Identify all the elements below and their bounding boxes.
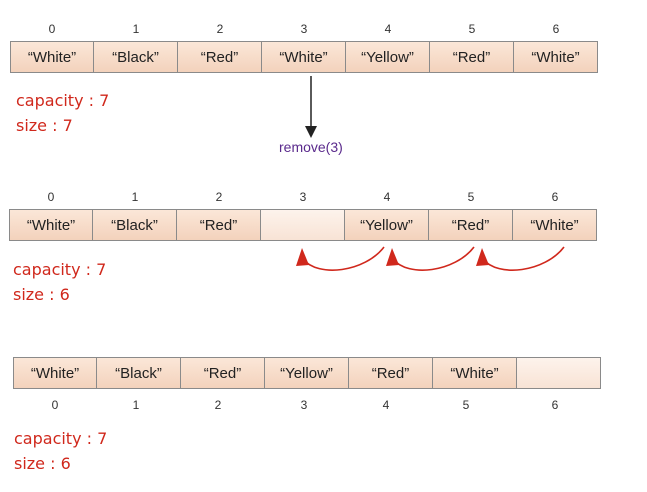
array-cell: “White”: [433, 357, 517, 389]
array-cell: “Black”: [93, 209, 177, 241]
array-cell: “Yellow”: [346, 41, 430, 73]
index-label: 4: [383, 190, 391, 204]
array-cell: “White”: [513, 209, 597, 241]
index-label: 5: [468, 22, 476, 36]
array-cell: “Red”: [178, 41, 262, 73]
array-cell: “White”: [10, 41, 94, 73]
array-cell: “White”: [514, 41, 598, 73]
size-label: size : 6: [14, 454, 71, 473]
index-label: 0: [47, 190, 55, 204]
shift-arrow-5-to-4: [386, 246, 475, 271]
array-cell: “White”: [13, 357, 97, 389]
shift-arrow-4-to-3: [296, 246, 385, 271]
array-cell: “Black”: [94, 41, 178, 73]
size-label: size : 6: [13, 285, 70, 304]
index-label: 1: [131, 190, 139, 204]
index-label: 6: [552, 22, 560, 36]
array-2-info: capacity : 7 size : 6: [13, 257, 106, 307]
capacity-label: capacity : 7: [13, 260, 107, 279]
index-label: 4: [382, 398, 390, 412]
array-1-info: capacity : 7 size : 7: [16, 88, 109, 138]
index-label: 2: [215, 190, 223, 204]
array-cell: “White”: [9, 209, 93, 241]
index-label: 3: [299, 190, 307, 204]
index-label: 3: [300, 398, 308, 412]
array-cell: “Yellow”: [345, 209, 429, 241]
index-label: 2: [216, 22, 224, 36]
array-2-row: “White” “Black” “Red” “Yellow” “Red” “Wh…: [9, 209, 597, 241]
capacity-label: capacity : 7: [14, 429, 108, 448]
capacity-label: capacity : 7: [16, 91, 110, 110]
index-label: 6: [551, 190, 559, 204]
index-label: 5: [467, 190, 475, 204]
array-cell: “Red”: [430, 41, 514, 73]
down-arrow: [305, 76, 317, 138]
array-3-row: “White” “Black” “Red” “Yellow” “Red” “Wh…: [13, 357, 601, 389]
operation-label: remove(3): [279, 139, 343, 155]
index-label: 3: [300, 22, 308, 36]
array-cell: “Red”: [429, 209, 513, 241]
shift-arrow-6-to-5: [476, 246, 565, 271]
array-cell: “Red”: [349, 357, 433, 389]
array-cell: “Black”: [97, 357, 181, 389]
index-label: 4: [384, 22, 392, 36]
array-1-row: “White” “Black” “Red” “White” “Yellow” “…: [10, 41, 598, 73]
array-cell: “Red”: [181, 357, 265, 389]
index-label: 0: [48, 22, 56, 36]
array-cell: “White”: [262, 41, 346, 73]
index-label: 2: [214, 398, 222, 412]
size-label: size : 7: [16, 116, 73, 135]
array-cell: “Yellow”: [265, 357, 349, 389]
array-3-info: capacity : 7 size : 6: [14, 426, 107, 476]
index-label: 0: [51, 398, 59, 412]
index-label: 1: [132, 398, 140, 412]
index-label: 1: [132, 22, 140, 36]
array-cell: “Red”: [177, 209, 261, 241]
index-label: 6: [551, 398, 559, 412]
empty-array-cell: [517, 357, 601, 389]
index-label: 5: [462, 398, 470, 412]
empty-array-cell: [261, 209, 345, 241]
